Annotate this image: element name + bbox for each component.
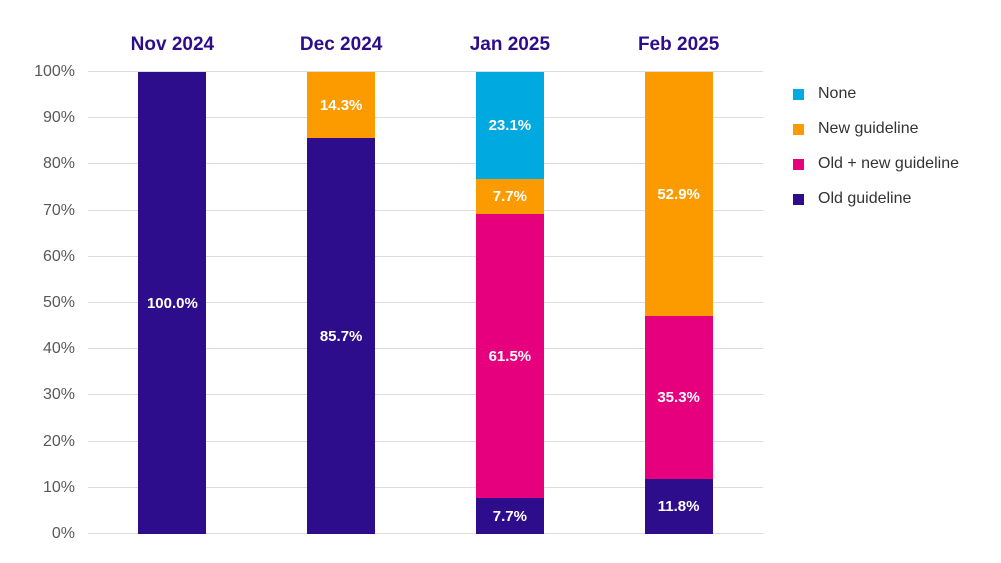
stacked-bar: 11.8% 35.3% 52.9% — [644, 72, 713, 534]
bar-segment: 85.7% — [307, 138, 376, 534]
bar-segment: 14.3% — [307, 72, 376, 139]
y-tick-label: 100% — [34, 63, 75, 80]
legend-label: None — [818, 85, 857, 102]
y-tick-label: 50% — [42, 294, 75, 311]
bar-column: 11.8% 35.3% 52.9% — [594, 72, 763, 534]
bars-row: 100.0% 85.7% 14.3% 7.7% 61.5% 7.7% 23.1% 11.8% 3… — [88, 72, 763, 534]
gridline — [88, 302, 763, 303]
y-tick-label: 90% — [42, 109, 75, 127]
legend-item: Old guideline — [793, 190, 959, 207]
category-label: Jan 2025 — [469, 34, 551, 55]
y-tick-label: 40% — [42, 340, 75, 358]
stacked-bar: 7.7% 61.5% 7.7% 23.1% — [475, 72, 544, 534]
legend-label: New guideline — [818, 120, 919, 137]
y-tick-label: 60% — [42, 247, 75, 265]
segment-value-label: 14.3% — [319, 96, 363, 114]
bar-column: 85.7% 14.3% — [257, 72, 426, 534]
legend-label: Old + new guideline — [818, 155, 959, 172]
y-tick-label: 30% — [42, 386, 75, 404]
bar-segment: 61.5% — [475, 214, 544, 499]
legend-swatch — [793, 193, 804, 205]
segment-value-label: 7.7% — [492, 507, 527, 525]
bar-segment: 52.9% — [644, 72, 713, 317]
segment-value-label: 23.1% — [488, 116, 532, 134]
stacked-bar: 85.7% 14.3% — [307, 72, 376, 534]
legend: None New guideline Old + new guideline Old … — [793, 85, 959, 207]
gridline — [88, 348, 763, 350]
y-tick-label: 20% — [42, 432, 75, 450]
legend-swatch — [793, 88, 804, 100]
gridline — [88, 486, 763, 488]
legend-swatch — [793, 158, 804, 170]
legend-label: Old guideline — [818, 190, 912, 207]
y-tick-label: 10% — [42, 478, 75, 496]
category-label: Feb 2025 — [637, 34, 720, 55]
y-tick-label: 0% — [51, 525, 75, 542]
segment-value-label: 85.7% — [319, 327, 363, 345]
bar-segment: 23.1% — [475, 72, 544, 179]
gridline — [88, 440, 763, 442]
gridline — [88, 533, 763, 534]
gridline — [88, 71, 763, 72]
bar-segment: 7.7% — [475, 498, 544, 534]
bar-segment: 7.7% — [475, 178, 544, 215]
bar-column: 7.7% 61.5% 7.7% 23.1% — [426, 72, 595, 534]
bar-segment: 100.0% — [138, 72, 207, 534]
category-label: Nov 2024 — [130, 34, 215, 55]
legend-item: New guideline — [793, 120, 959, 137]
legend-swatch — [793, 123, 804, 135]
gridline — [88, 209, 763, 211]
legend-item: Old + new guideline — [793, 155, 959, 172]
segment-value-label: 100.0% — [146, 294, 198, 312]
gridline — [88, 255, 763, 257]
segment-value-label: 52.9% — [657, 185, 700, 203]
category-headers: Nov 2024 Dec 2024 Jan 2025 Feb 2025 — [88, 32, 763, 58]
legend-item: None — [793, 85, 959, 102]
bar-segment: 11.8% — [644, 479, 713, 534]
y-tick-label: 70% — [42, 201, 75, 219]
segment-value-label: 7.7% — [492, 188, 527, 206]
bar-segment: 35.3% — [644, 316, 713, 480]
segment-value-label: 35.3% — [657, 389, 700, 407]
category-label: Dec 2024 — [299, 34, 383, 55]
stacked-bar: 100.0% — [138, 72, 207, 534]
gridline — [88, 117, 763, 119]
y-tick-label: 80% — [42, 155, 75, 173]
segment-value-label: 61.5% — [488, 347, 532, 365]
plot-area: 0% 10% 20% 30% 40% 50% 60% 70% 80% 90% 100% Nov 20… — [34, 34, 763, 542]
segment-value-label: 11.8% — [657, 498, 700, 516]
bar-column: 100.0% — [88, 72, 257, 534]
gridline — [88, 163, 763, 165]
gridline — [88, 394, 763, 396]
bars-layer: 100.0% 85.7% 14.3% 7.7% 61.5% 7.7% 23.1% 11.8% 3… — [88, 72, 763, 534]
